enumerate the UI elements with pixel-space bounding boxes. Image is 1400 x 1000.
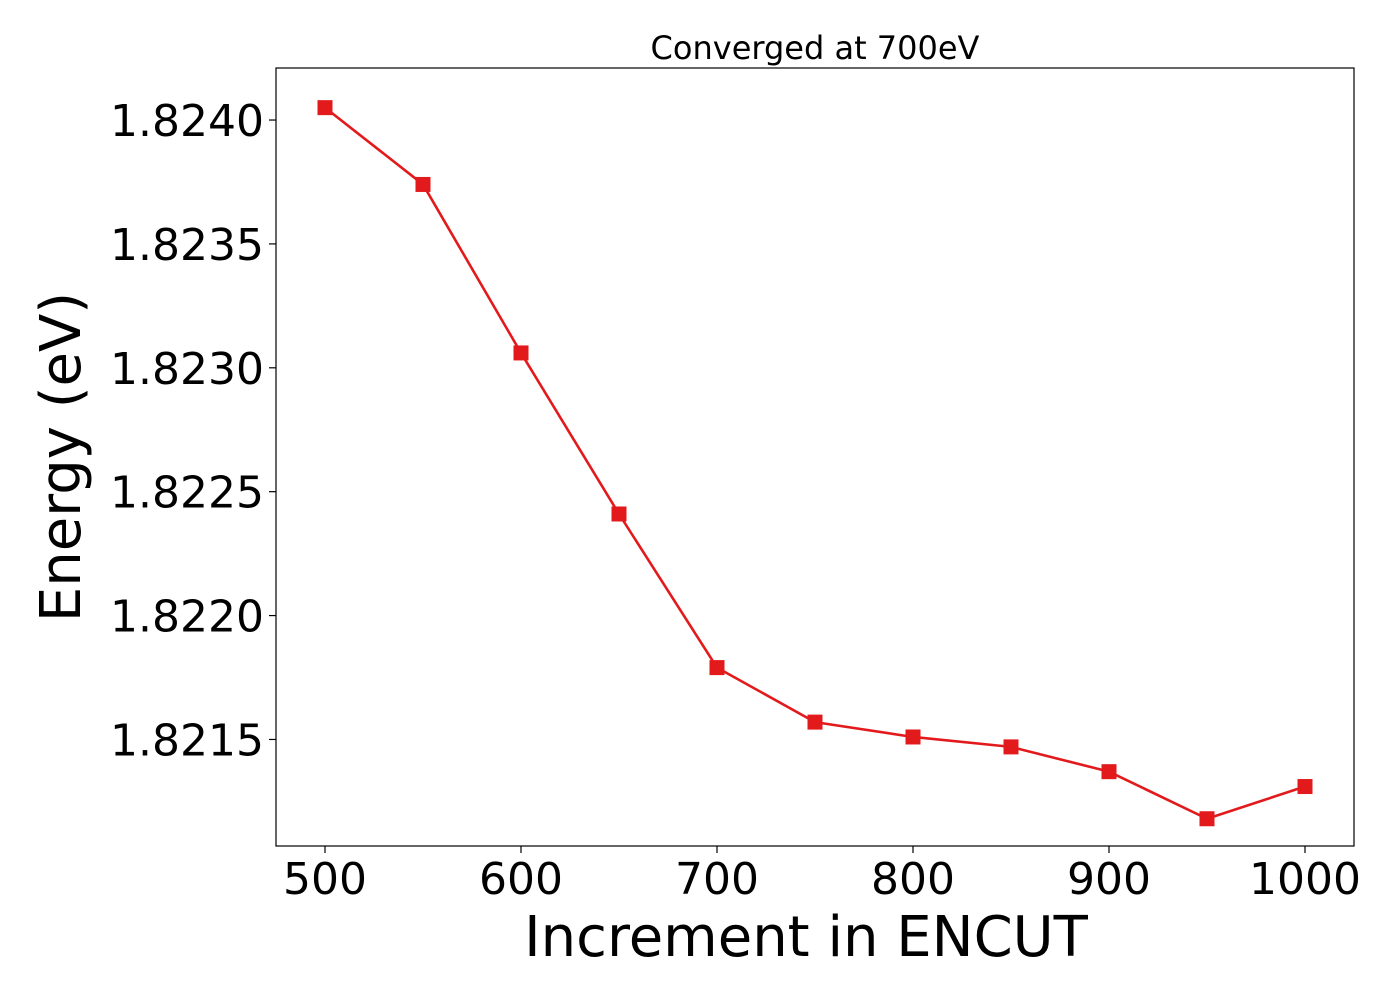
data-point-marker <box>1003 739 1019 755</box>
y-tick-label: 1.8240 <box>110 96 264 147</box>
data-point-marker <box>513 345 529 361</box>
y-tick-label: 1.8230 <box>110 344 264 395</box>
x-axis-label: Increment in ENCUT <box>524 905 1089 970</box>
x-tick-label: 700 <box>675 854 759 905</box>
data-point-marker <box>1297 779 1313 795</box>
x-tick-label: 900 <box>1067 854 1151 905</box>
series-layer <box>317 100 1313 827</box>
x-tick-label: 600 <box>479 854 563 905</box>
y-tick-label: 1.8235 <box>110 220 264 271</box>
x-tick-label: 800 <box>871 854 955 905</box>
y-tick-label: 1.8215 <box>110 715 264 766</box>
y-tick-label: 1.8220 <box>110 592 264 643</box>
y-axis-ticks: 1.8215 1.8220 1.8225 1.8230 1.8235 1.8240 <box>110 96 276 766</box>
plot-area-frame <box>275 67 1355 847</box>
data-point-marker <box>807 714 823 730</box>
y-axis-label: Energy (eV) <box>29 292 94 622</box>
x-axis-ticks: 500 600 700 800 900 1000 <box>283 846 1361 905</box>
data-point-marker <box>611 506 627 522</box>
series-line <box>324 106 1306 821</box>
chart-title: Converged at 700eV <box>651 29 980 67</box>
data-point-marker <box>709 660 725 676</box>
data-point-marker <box>317 100 333 116</box>
x-tick-label: 500 <box>283 854 367 905</box>
y-tick-label: 1.8225 <box>110 468 264 519</box>
data-point-marker <box>415 176 431 192</box>
data-point-marker <box>1101 764 1117 780</box>
data-point-marker <box>905 729 921 745</box>
data-point-marker <box>1199 811 1215 827</box>
x-tick-label: 1000 <box>1249 854 1361 905</box>
